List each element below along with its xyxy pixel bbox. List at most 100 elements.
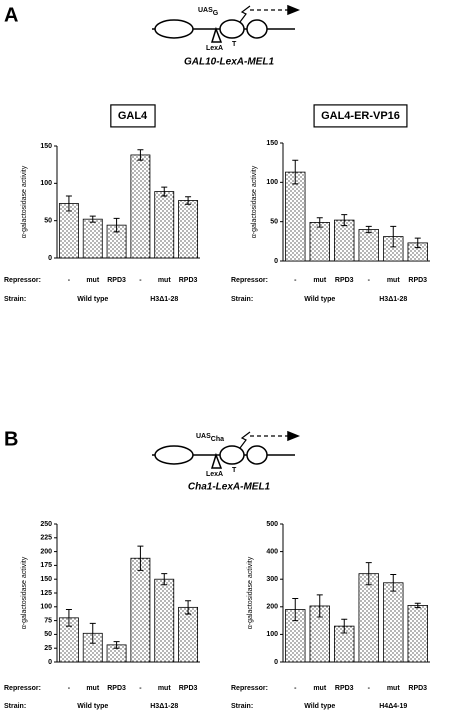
row-label: Repressor:: [4, 277, 41, 284]
error-bar: [414, 237, 421, 249]
x-tick-label: RPD3: [335, 277, 354, 284]
construct-caption: GAL10-LexA-MEL1: [184, 57, 274, 68]
x-tick-label: -: [68, 685, 71, 692]
error-bar: [316, 594, 323, 618]
y-axis-label: α-galactosidase activity: [21, 556, 28, 629]
bar: [334, 219, 355, 262]
x-tick-label: -: [368, 277, 371, 284]
x-tick-label: RPD3: [107, 685, 126, 692]
x-tick-label: mut: [86, 277, 100, 284]
x-tick-label: RPD3: [335, 685, 354, 692]
error-bar: [390, 574, 397, 592]
y-tick-label: 100: [266, 631, 278, 638]
group-label: Wild type: [77, 296, 108, 303]
y-tick-label: 100: [266, 179, 278, 186]
row-label: Strain:: [4, 703, 26, 710]
row-label: Strain:: [231, 296, 253, 303]
error-bar: [185, 196, 192, 205]
error-bar: [414, 602, 421, 609]
lexa-label: LexA: [206, 471, 223, 478]
y-tick-label: 175: [40, 562, 52, 569]
error-bar: [341, 618, 348, 634]
bar: [130, 557, 151, 663]
bar: [285, 171, 306, 262]
y-axis-label: α-galactosidase activity: [251, 165, 258, 238]
error-bar: [185, 600, 192, 615]
bar: [309, 222, 330, 262]
x-tick-label: RPD3: [107, 277, 126, 284]
x-tick-label: mut: [158, 685, 172, 692]
bar: [178, 200, 199, 259]
error-bar: [137, 545, 144, 571]
row-label: Strain:: [231, 703, 253, 710]
bar: [82, 218, 103, 259]
y-tick-label: 50: [44, 218, 52, 225]
diagram: [152, 430, 301, 469]
y-tick-label: 50: [44, 631, 52, 638]
x-tick-label: RPD3: [179, 277, 198, 284]
group-label: H4Δ4-19: [379, 703, 407, 710]
y-axis-label: α-galactosidase activity: [247, 556, 254, 629]
bar: [407, 605, 428, 663]
x-tick-label: mut: [313, 685, 327, 692]
y-tick-label: 125: [40, 590, 52, 597]
y-tick-label: 25: [44, 645, 52, 652]
error-bar: [113, 641, 120, 649]
y-tick-label: 0: [48, 255, 52, 262]
y-tick-label: 150: [40, 143, 52, 150]
panel-label: B: [4, 428, 18, 450]
y-axis-label: α-galactosidase activity: [21, 165, 28, 238]
x-tick-label: -: [139, 685, 142, 692]
row-label: Repressor:: [231, 685, 268, 692]
bar: [154, 578, 175, 663]
x-tick-label: mut: [86, 685, 100, 692]
x-tick-label: -: [294, 277, 297, 284]
y-tick-label: 200: [40, 548, 52, 555]
t-label: T: [232, 41, 237, 48]
bar: [383, 582, 404, 663]
diagram: [152, 4, 301, 43]
x-tick-label: RPD3: [408, 685, 427, 692]
y-tick-label: 0: [274, 659, 278, 666]
error-bar: [65, 609, 72, 627]
bar: [178, 606, 199, 663]
error-bar: [292, 598, 299, 622]
error-bar: [161, 186, 168, 197]
t-label: T: [232, 467, 237, 474]
chart-title: GAL4: [118, 110, 148, 122]
x-tick-label: -: [68, 277, 71, 284]
construct-caption: Cha1-LexA-MEL1: [188, 482, 271, 493]
error-bar: [292, 159, 299, 185]
x-tick-label: -: [368, 685, 371, 692]
error-bar: [365, 225, 372, 234]
y-tick-label: 200: [266, 604, 278, 611]
y-tick-label: 225: [40, 535, 52, 542]
uas-label: UASG: [198, 7, 219, 17]
error-bar: [113, 217, 120, 233]
error-bar: [89, 215, 96, 223]
error-bar: [365, 562, 372, 586]
row-label: Repressor:: [4, 685, 41, 692]
y-tick-label: 400: [266, 548, 278, 555]
error-bar: [161, 573, 168, 586]
error-bar: [89, 622, 96, 644]
bar: [358, 229, 379, 262]
y-tick-label: 250: [40, 521, 52, 528]
x-tick-label: mut: [313, 277, 327, 284]
x-tick-label: -: [294, 685, 297, 692]
error-bar: [65, 195, 72, 212]
y-tick-label: 75: [44, 617, 52, 624]
y-tick-label: 100: [40, 604, 52, 611]
uas-label: UASCha: [196, 433, 224, 443]
row-label: Repressor:: [231, 277, 268, 284]
title-box: [313, 104, 408, 128]
error-bar: [137, 149, 144, 161]
y-tick-label: 0: [274, 258, 278, 265]
group-label: H3Δ1-28: [150, 703, 178, 710]
error-bar: [390, 225, 397, 248]
x-tick-label: -: [139, 277, 142, 284]
bar: [130, 154, 151, 259]
y-tick-label: 150: [40, 576, 52, 583]
x-tick-label: RPD3: [408, 277, 427, 284]
